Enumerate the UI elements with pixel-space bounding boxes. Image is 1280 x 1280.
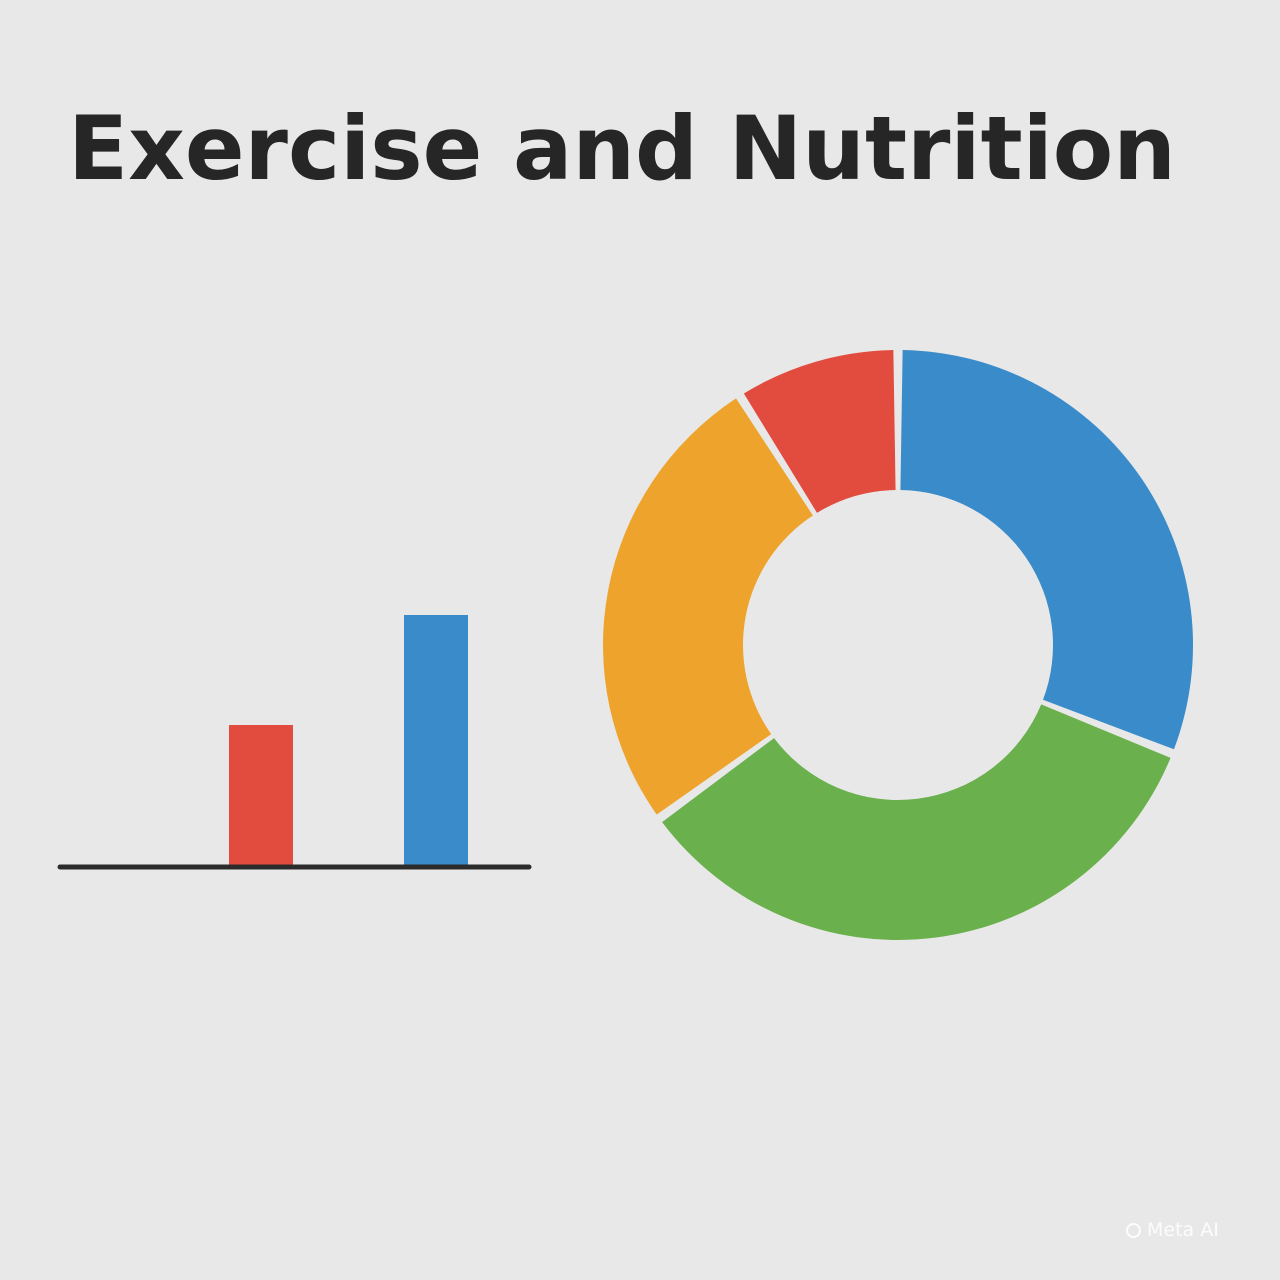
bar-1 <box>229 725 293 865</box>
meta-ai-ring-icon <box>1126 1222 1141 1238</box>
watermark-text: Meta AI <box>1147 1219 1219 1241</box>
donut-slice-4 <box>743 350 896 513</box>
bar-2 <box>404 615 468 865</box>
watermark: Meta AI <box>1126 1219 1219 1241</box>
donut-chart <box>603 350 1193 940</box>
donut-slice-2 <box>662 704 1171 940</box>
bar-chart <box>57 615 532 870</box>
chart-title: Exercise and Nutrition <box>68 97 1176 200</box>
donut-slice-3 <box>603 398 813 815</box>
donut-slice-1 <box>900 350 1193 750</box>
